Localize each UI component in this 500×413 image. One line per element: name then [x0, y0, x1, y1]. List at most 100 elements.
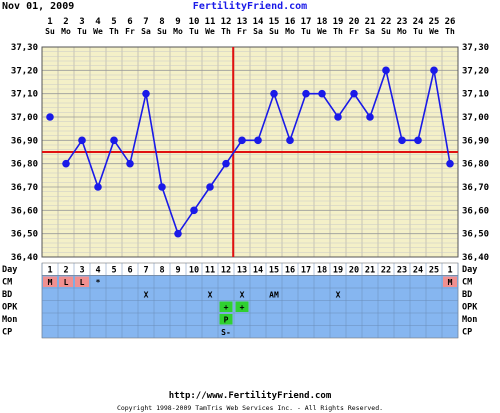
temperature-point	[78, 136, 86, 145]
temperature-point	[350, 89, 358, 98]
cycle-day-label: 1	[447, 265, 452, 275]
weekday-label: Tu	[301, 27, 311, 36]
day-number-label: 8	[159, 17, 164, 27]
cm-entry: M	[48, 278, 53, 287]
temperature-point	[158, 183, 166, 191]
temperature-point	[414, 136, 422, 145]
cycle-day-label: 9	[175, 265, 180, 275]
opk-positive-marker	[219, 301, 233, 312]
cm-entry: L	[64, 278, 69, 287]
cm-marker	[59, 276, 73, 287]
day-number-label: 17	[301, 17, 312, 27]
weekday-label: Fr	[349, 27, 359, 36]
bd-entry: X	[240, 290, 245, 299]
day-number-label: 19	[333, 17, 344, 27]
footer-url-link[interactable]: http://www.FertilityFriend.com	[168, 391, 332, 401]
y-tick-label-left: 36,60	[11, 206, 38, 216]
day-number-label: 22	[381, 17, 392, 27]
y-tick-label-left: 36,80	[11, 160, 38, 170]
row-label-right: CM	[462, 278, 472, 288]
cycle-day-label: 13	[237, 265, 247, 275]
row-label-left: OPK	[2, 303, 18, 313]
bd-entry: X	[336, 290, 341, 299]
cycle-day-label: 7	[143, 265, 148, 275]
cm-entry: *	[96, 278, 101, 287]
temperature-point	[398, 136, 406, 145]
row-label-left: CM	[2, 278, 12, 288]
y-tick-label-right: 36,40	[462, 253, 489, 263]
day-number-label: 3	[79, 17, 84, 27]
row-label-right: OPK	[462, 303, 478, 313]
temperature-point	[206, 183, 214, 191]
weekday-label: Su	[45, 27, 55, 36]
temperature-point	[190, 206, 198, 215]
site-title-link[interactable]: FertilityFriend.com	[192, 1, 308, 12]
temperature-point	[238, 136, 246, 145]
day-number-label: 9	[175, 17, 180, 27]
cycle-day-label: 18	[317, 265, 327, 275]
day-number-label: 21	[365, 17, 376, 27]
day-number-label: 10	[189, 17, 200, 27]
weekday-label: Fr	[125, 27, 135, 36]
cycle-day-label: 15	[269, 265, 279, 275]
weekday-label: Mo	[173, 27, 183, 36]
day-number-label: 5	[111, 17, 116, 27]
y-tick-label-left: 36,90	[11, 136, 38, 146]
cycle-day-label: 12	[221, 265, 231, 275]
day-number-label: 14	[253, 17, 264, 27]
opk-entry: +	[224, 303, 229, 312]
cycle-day-label: 16	[285, 265, 295, 275]
cm-marker	[443, 276, 457, 287]
day-number-label: 7	[143, 17, 148, 27]
cycle-day-label: 19	[333, 265, 343, 275]
day-number-label: 26	[445, 17, 456, 27]
cycle-day-label: 21	[365, 265, 375, 275]
y-tick-label-right: 36,60	[462, 206, 489, 216]
weekday-label: Th	[221, 27, 231, 36]
temperature-point	[302, 89, 310, 98]
weekday-label: Mo	[285, 27, 295, 36]
weekday-label: Tu	[413, 27, 423, 36]
y-tick-label-left: 36,40	[11, 253, 38, 263]
weekday-label: We	[93, 27, 103, 36]
cycle-day-label: 22	[381, 265, 391, 275]
day-number-label: 6	[127, 17, 132, 27]
day-number-label: 11	[205, 17, 216, 27]
cycle-day-label: 3	[79, 265, 84, 275]
cycle-day-label: 11	[205, 265, 215, 275]
temperature-point	[222, 159, 230, 168]
row-label-left: BD	[2, 290, 12, 300]
cycle-day-label: 6	[127, 265, 132, 275]
row-label-left: Day	[2, 265, 17, 275]
weekday-label: Th	[333, 27, 343, 36]
bd-entry: X	[208, 290, 213, 299]
cm-entry: L	[80, 278, 85, 287]
day-number-label: 20	[349, 17, 360, 27]
temperature-point	[430, 66, 438, 75]
day-number-label: 24	[413, 17, 424, 27]
day-number-label: 16	[285, 17, 296, 27]
y-tick-label-right: 36,80	[462, 160, 489, 170]
day-number-label: 13	[237, 17, 248, 27]
cp-entry: S-	[221, 328, 231, 337]
cycle-day-label: 25	[429, 265, 439, 275]
row-label-left: CP	[2, 328, 12, 338]
y-tick-label-left: 37,20	[11, 66, 38, 76]
day-number-label: 4	[95, 17, 101, 27]
weekday-label: Th	[445, 27, 455, 36]
row-label-left: Mon	[2, 315, 17, 325]
cycle-day-label: 4	[95, 265, 100, 275]
cm-entry: M	[448, 278, 453, 287]
weekday-label: Su	[157, 27, 167, 36]
y-tick-label-left: 36,70	[11, 183, 38, 193]
y-tick-label-right: 36,90	[462, 136, 489, 146]
temperature-point	[126, 159, 134, 168]
temperature-point	[174, 229, 182, 238]
y-tick-label-right: 37,10	[462, 90, 489, 100]
opk-positive-marker	[235, 301, 249, 312]
y-tick-label-right: 37,30	[462, 43, 489, 53]
cm-marker	[75, 276, 89, 287]
weekday-label: Su	[269, 27, 279, 36]
weekday-label: Tu	[77, 27, 87, 36]
